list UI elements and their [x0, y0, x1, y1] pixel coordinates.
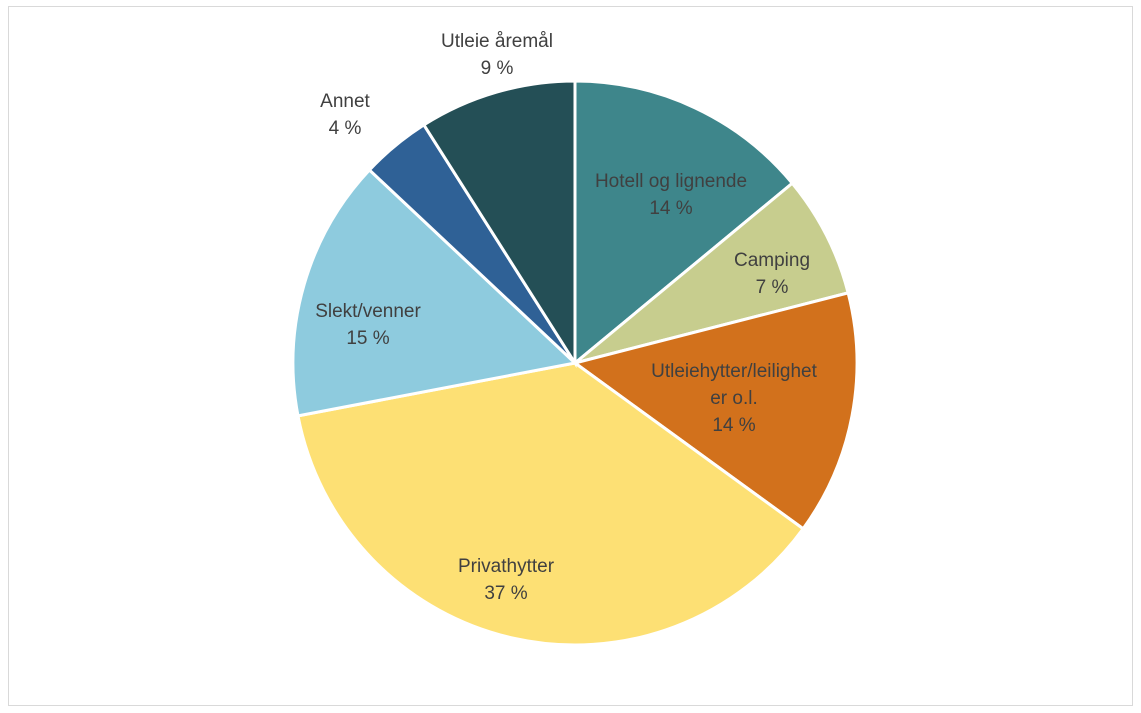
slice-label-camping: Camping 7 % — [734, 250, 810, 298]
chart-area: Hotell og lignende 14 % Camping 7 % Utleiehy… — [8, 6, 1133, 706]
slice-label-privathytter: Privathytter 37 % — [458, 556, 555, 604]
pie-slice-utleiehytter — [571, 291, 859, 531]
slice-label-hotell: Hotell og lignende 14 % — [595, 171, 747, 219]
pie-chart: Hotell og lignende 14 % Camping 7 % Utleiehy… — [291, 31, 859, 647]
pie-slice-utleie_aremal — [421, 79, 577, 369]
slice-label-utleie_aremal: Utleie åremål 9 % — [441, 31, 553, 79]
pie-slice-slekt — [291, 167, 579, 418]
pie-slice-privathytter — [296, 361, 806, 647]
pie-slice-camping — [574, 181, 850, 365]
slice-label-utleiehytter: Utleiehytter/leilighet er o.l. 14 % — [651, 361, 818, 436]
slice-label-slekt: Slekt/venner 15 % — [315, 301, 421, 349]
slice-label-annet: Annet 4 % — [320, 91, 370, 139]
pie-slice-hotell — [573, 79, 795, 367]
